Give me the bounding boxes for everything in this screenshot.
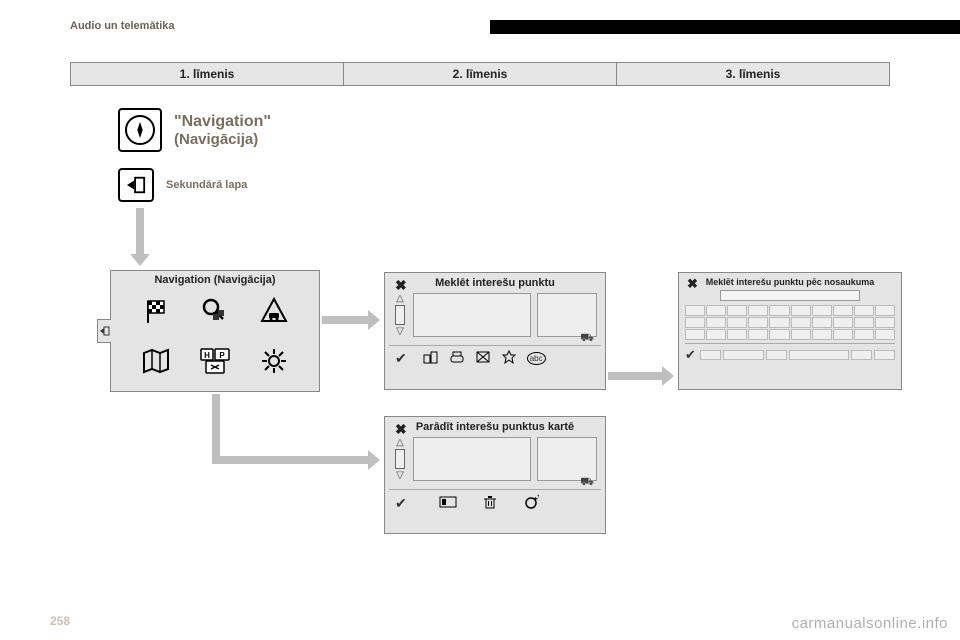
- panel-side-tab: [97, 319, 111, 343]
- level-header-row: 1. līmenis 2. līmenis 3. līmenis: [70, 62, 890, 86]
- secondary-page-row: Sekundārā lapa: [118, 168, 247, 202]
- poi-search-panel: ✖ Meklēt interešu punktu △▽ ⛟ ✔ abc: [384, 272, 606, 390]
- poi-search-toolbar: ✔ abc: [389, 345, 601, 369]
- poi-map-toolbar: ✔ +: [389, 489, 601, 515]
- map-icon: [130, 339, 183, 383]
- poi-icon-1: [423, 350, 439, 367]
- star-icon: [501, 350, 517, 367]
- level-3-header: 3. līmenis: [617, 63, 889, 85]
- close-icon: ✖: [687, 276, 698, 292]
- close-icon: ✖: [395, 421, 407, 438]
- poi-icon-3: [475, 350, 491, 367]
- traffic-icon: [247, 289, 300, 333]
- flag-icon: [130, 289, 183, 333]
- select-all-icon: [439, 496, 457, 511]
- breadcrumb: Audio un telemātika: [70, 20, 175, 32]
- poi-list-area: [413, 293, 531, 337]
- level-1-header: 1. līmenis: [71, 63, 344, 85]
- compass-icon: [118, 108, 162, 152]
- poi-map-preview-area: ⛟: [537, 437, 597, 481]
- poi-map-list-area: [413, 437, 531, 481]
- trash-icon: [483, 495, 497, 512]
- level-2-header: 2. līmenis: [344, 63, 617, 85]
- nav-title-line1: "Navigation": [174, 113, 271, 131]
- arrow-elbow-v: [212, 394, 220, 462]
- arrow-right-2: [608, 372, 664, 380]
- navigation-panel: Navigation (Navigācija) HP: [110, 270, 320, 392]
- poi-category-icon: HP: [189, 339, 242, 383]
- arrow-down-1: [136, 208, 144, 256]
- search-poi-icon: [189, 289, 242, 333]
- svg-text:P: P: [219, 351, 225, 360]
- navigation-heading: "Navigation" (Navigācija): [118, 108, 271, 152]
- keyboard-grid: [685, 305, 895, 340]
- header-black-strip: [490, 20, 960, 34]
- svg-text:+: +: [537, 494, 539, 500]
- check-icon: ✔: [395, 350, 407, 367]
- secondary-page-label: Sekundārā lapa: [166, 179, 247, 191]
- keyboard-input: [720, 290, 860, 301]
- check-icon: ✔: [685, 347, 696, 363]
- enter-icon: [118, 168, 154, 202]
- poi-map-title: Parādīt interešu punktus kartē: [385, 417, 605, 435]
- arrow-right-1: [322, 316, 370, 324]
- poi-map-panel: ✖ Parādīt interešu punktus kartē △▽ ⛟ ✔ …: [384, 416, 606, 534]
- check-icon: ✔: [395, 495, 407, 512]
- close-icon: ✖: [395, 277, 407, 294]
- navigation-panel-title: Navigation (Navigācija): [111, 271, 319, 287]
- poi-search-title: Meklēt interešu punktu: [385, 273, 605, 291]
- poi-name-panel: ✖ Meklēt interešu punktu pēc nosaukuma ✔: [678, 272, 902, 390]
- svg-text:H: H: [204, 351, 210, 360]
- refresh-icon: +: [523, 494, 539, 513]
- slider-icon: △▽: [393, 437, 407, 481]
- poi-icon-2: [449, 350, 465, 367]
- poi-name-title: Meklēt interešu punktu pēc nosaukuma: [679, 273, 901, 289]
- gear-icon: [247, 339, 300, 383]
- arrow-right-3: [212, 456, 370, 464]
- watermark: carmanualsonline.info: [792, 615, 948, 632]
- keyboard-bottom-row: ✔: [685, 343, 895, 363]
- slider-icon: △▽: [393, 293, 407, 337]
- page-number: 258: [50, 614, 70, 628]
- poi-preview-area: ⛟: [537, 293, 597, 337]
- abc-icon: abc: [527, 352, 546, 365]
- nav-title-line2: (Navigācija): [174, 131, 271, 148]
